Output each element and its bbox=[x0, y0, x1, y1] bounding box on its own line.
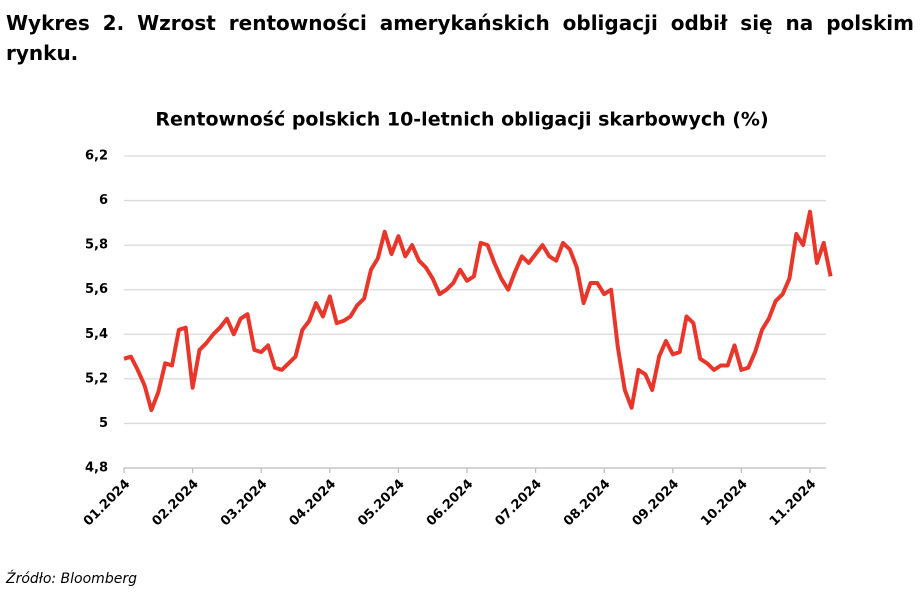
x-tick-label: 06.2024 bbox=[424, 477, 476, 529]
x-tick-label: 10.2024 bbox=[698, 477, 750, 529]
x-tick-label: 11.2024 bbox=[767, 477, 819, 529]
source: Źródło: Bloomberg bbox=[6, 571, 137, 587]
heading: Wykres 2. Wzrost rentowności amerykański… bbox=[6, 11, 914, 65]
x-tick-label: 04.2024 bbox=[287, 477, 339, 529]
y-tick-label: 5 bbox=[99, 416, 108, 431]
y-tick-label: 6,2 bbox=[85, 149, 108, 164]
x-tick-label: 09.2024 bbox=[630, 477, 682, 529]
y-tick-label: 5,4 bbox=[85, 327, 108, 342]
x-tick-label: 01.2024 bbox=[81, 477, 133, 529]
y-tick-label: 5,6 bbox=[85, 282, 108, 297]
chart-title: Rentowność polskich 10-letnich obligacji… bbox=[155, 109, 768, 131]
x-tick-label: 03.2024 bbox=[218, 477, 270, 529]
line bbox=[123, 209, 833, 413]
x-tick-label: 07.2024 bbox=[492, 477, 544, 529]
y-tick-label: 4,8 bbox=[85, 461, 108, 476]
chart: Rentowność polskich 10-letnich obligacji… bbox=[81, 109, 833, 529]
x-tick-label: 02.2024 bbox=[149, 477, 201, 529]
y-tick-label: 6 bbox=[99, 193, 108, 208]
x-tick-label: 05.2024 bbox=[355, 477, 407, 529]
y-tick-label: 5,2 bbox=[85, 371, 108, 386]
y-tick-label: 5,8 bbox=[85, 238, 108, 253]
x-tick-label: 08.2024 bbox=[561, 477, 613, 529]
